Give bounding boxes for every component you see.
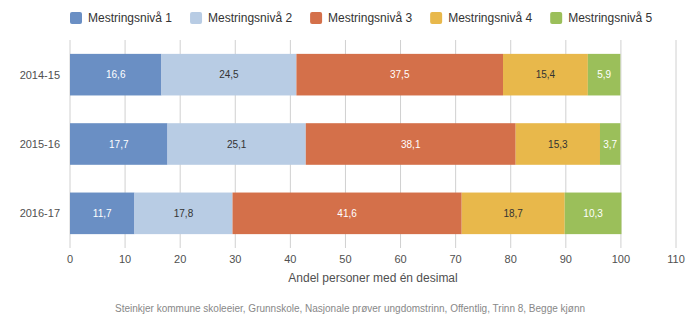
data-label: 11,7	[93, 208, 112, 219]
x-axis: 0 10 20 30 40 50 60 70 80 90 100 110	[67, 253, 685, 265]
chart: Mestringsnivå 1 Mestringsnivå 2 Mestringsn…	[0, 0, 700, 320]
x-tick-label: 10	[119, 253, 131, 265]
y-tick-label: 2015-16	[20, 138, 60, 150]
bar-segment	[161, 54, 296, 96]
bar-segment	[462, 193, 565, 235]
bars	[70, 54, 621, 234]
y-tick-label: 2014-15	[20, 69, 60, 81]
bar-segment	[600, 123, 620, 165]
legend-item: Mestringsnivå 5	[550, 11, 652, 25]
data-label: 5,9	[597, 69, 611, 80]
bar-segment	[134, 193, 232, 235]
x-tick-label: 100	[612, 253, 630, 265]
x-tick-label: 0	[67, 253, 73, 265]
data-label: 15,3	[548, 139, 568, 150]
bar-segment	[588, 54, 621, 96]
legend-label: Mestringsnivå 4	[448, 11, 532, 25]
chart-container: Mestringsnivå 1 Mestringsnivå 2 Mestringsn…	[0, 0, 700, 320]
y-tick-label: 2016-17	[20, 207, 60, 219]
bar-segment	[516, 123, 600, 165]
data-label: 17,8	[174, 208, 194, 219]
legend-swatch	[550, 12, 562, 24]
x-tick-label: 50	[339, 253, 351, 265]
footnote: Steinkjer kommune skoleeier, Grunnskole,…	[115, 303, 585, 314]
legend-item: Mestringsnivå 1	[70, 11, 172, 25]
legend-swatch	[310, 12, 322, 24]
background	[0, 0, 700, 320]
legend-label: Mestringsnivå 1	[88, 11, 172, 25]
x-tick-label: 60	[394, 253, 406, 265]
legend-label: Mestringsnivå 2	[208, 11, 292, 25]
x-tick-label: 30	[229, 253, 241, 265]
data-label: 18,7	[503, 208, 523, 219]
bar-segment	[296, 54, 503, 96]
data-label: 24,5	[219, 69, 239, 80]
data-label: 17,7	[109, 139, 129, 150]
data-label: 10,3	[583, 208, 603, 219]
legend-item: Mestringsnivå 4	[430, 11, 532, 25]
x-tick-label: 20	[174, 253, 186, 265]
x-tick-label: 90	[560, 253, 572, 265]
data-label: 16,6	[106, 69, 126, 80]
legend-swatch	[190, 12, 202, 24]
bar-segment	[306, 123, 516, 165]
data-label: 41,6	[337, 208, 357, 219]
data-label: 38,1	[401, 139, 421, 150]
legend-label: Mestringsnivå 5	[568, 11, 652, 25]
data-labels: 16,6 24,5 37,5 15,4 5,9 17,7 25,1 38,1 15,3 3,7 11…	[93, 69, 618, 219]
x-tick-label: 70	[450, 253, 462, 265]
bar-segment	[233, 193, 462, 235]
x-tick-label: 40	[284, 253, 296, 265]
grid-line	[676, 40, 677, 248]
data-label: 25,1	[227, 139, 247, 150]
legend-item: Mestringsnivå 2	[190, 11, 292, 25]
data-label: 3,7	[603, 139, 617, 150]
y-axis: 2014-15 2015-16 2016-17	[20, 69, 60, 220]
x-tick-label: 80	[505, 253, 517, 265]
grid	[70, 40, 676, 248]
bar-segment	[565, 193, 622, 235]
data-label: 37,5	[390, 69, 410, 80]
legend-label: Mestringsnivå 3	[328, 11, 412, 25]
bar-segment	[503, 54, 588, 96]
bar-segment	[168, 123, 306, 165]
legend-swatch	[70, 12, 82, 24]
legend: Mestringsnivå 1 Mestringsnivå 2 Mestringsn…	[70, 11, 653, 25]
legend-item: Mestringsnivå 3	[310, 11, 412, 25]
bar-segment	[70, 123, 168, 165]
x-axis-label: Andel personer med én desimal	[288, 271, 457, 285]
bar-segment	[70, 193, 134, 235]
legend-swatch	[430, 12, 442, 24]
x-tick-label: 110	[667, 253, 685, 265]
bar-segment	[70, 54, 161, 96]
data-label: 15,4	[536, 69, 556, 80]
